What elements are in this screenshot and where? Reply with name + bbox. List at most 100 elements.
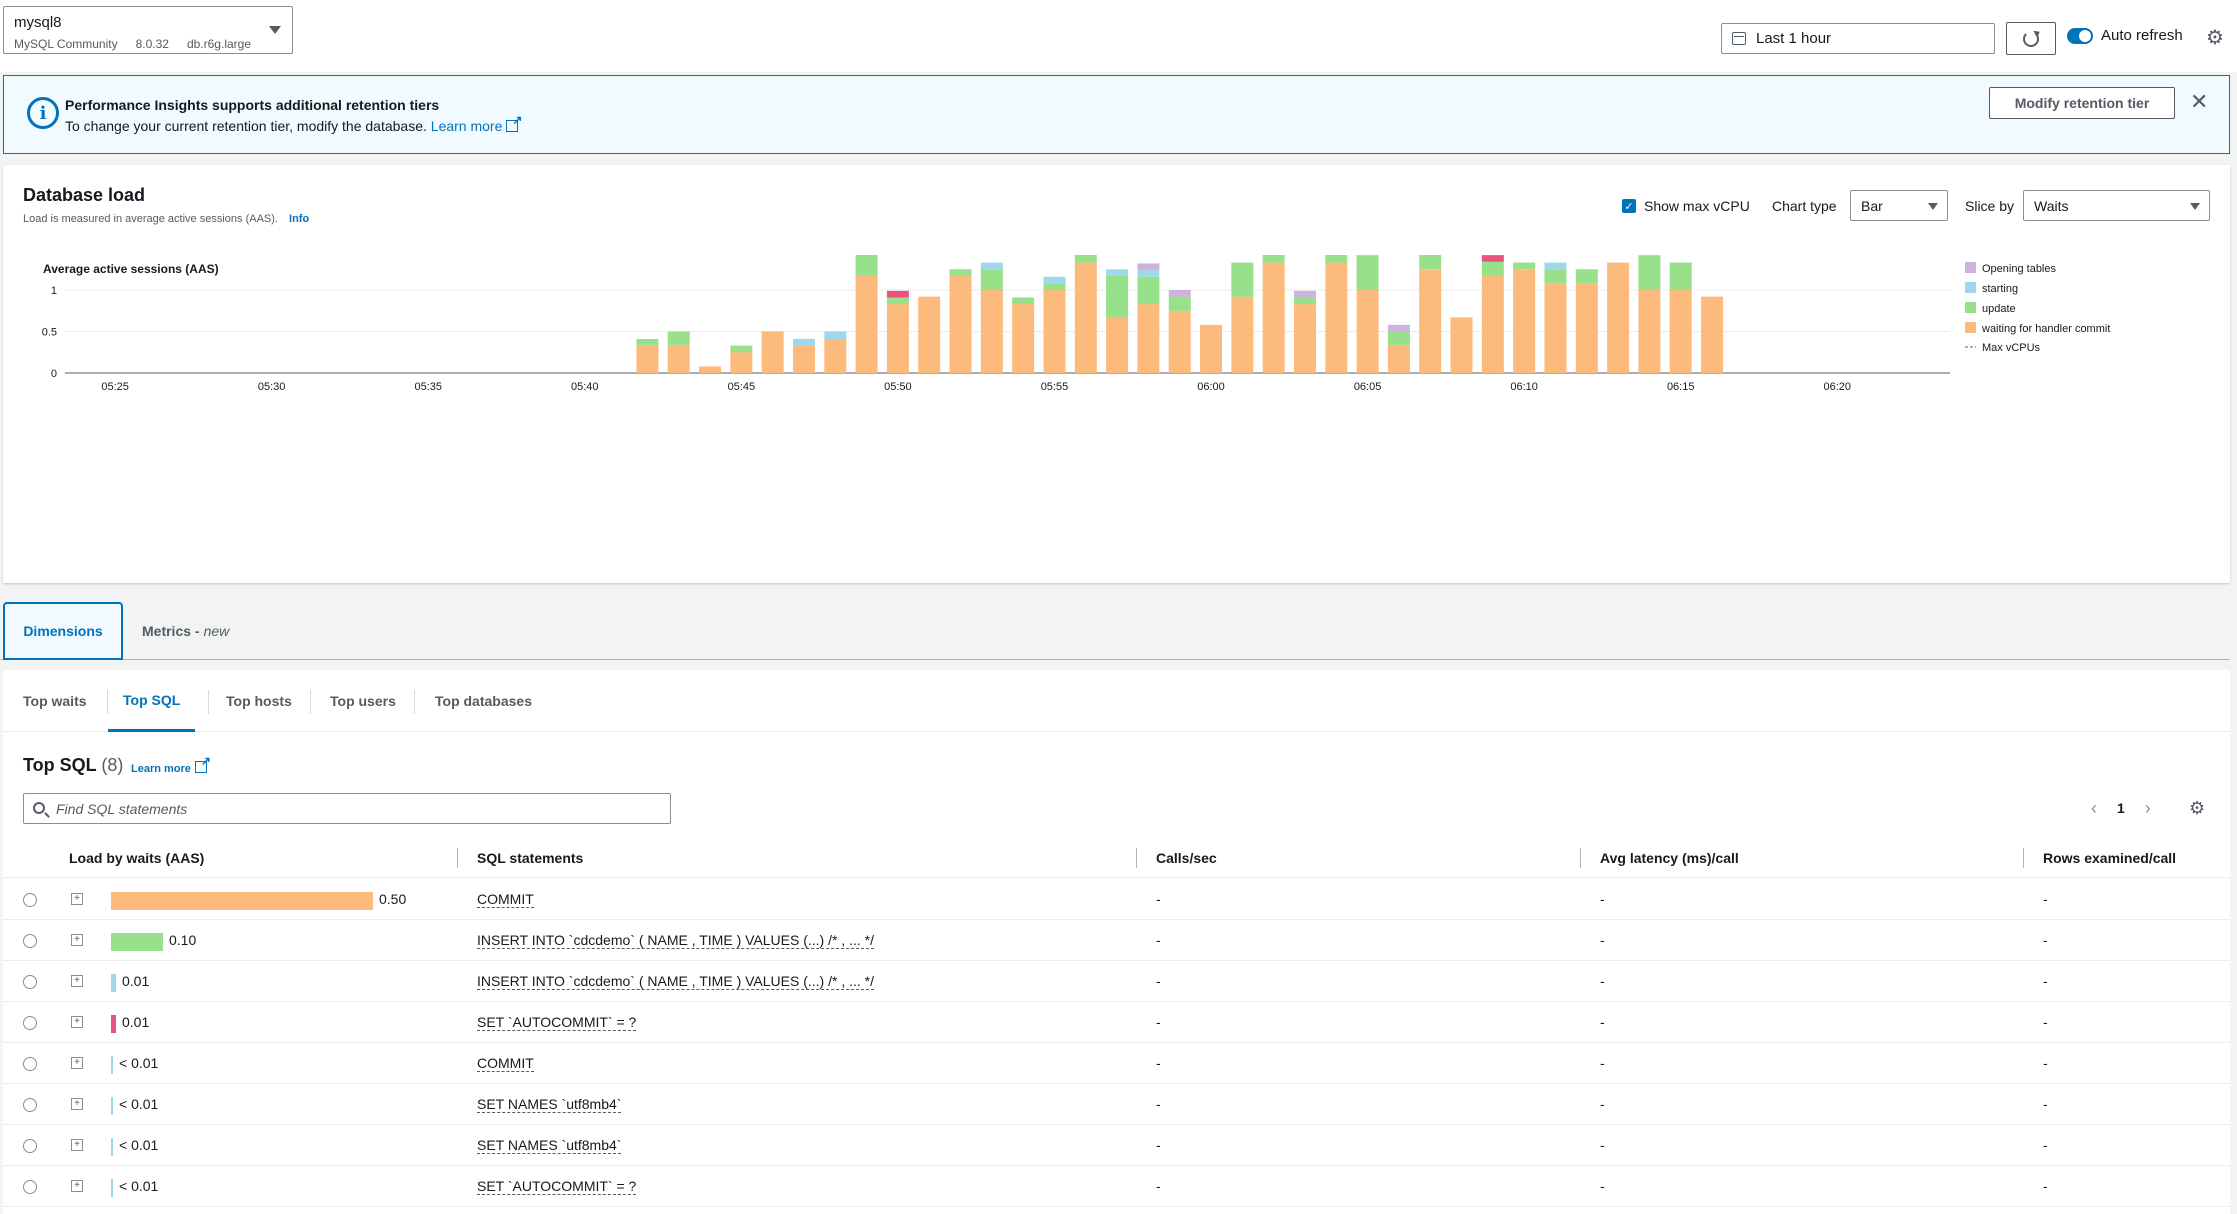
calls-per-sec: - bbox=[1156, 891, 1161, 907]
instance-version: 8.0.32 bbox=[135, 37, 169, 51]
load-bar bbox=[111, 1138, 113, 1156]
bar-segment bbox=[730, 345, 753, 353]
row-radio[interactable] bbox=[23, 1180, 37, 1194]
instance-selector[interactable]: mysql8 MySQL Community 8.0.32 db.r6g.lar… bbox=[3, 6, 293, 54]
column-divider[interactable] bbox=[2023, 848, 2024, 868]
modify-retention-tier-button[interactable]: Modify retention tier bbox=[1989, 87, 2175, 119]
load-bar bbox=[111, 974, 116, 992]
tab-metrics[interactable]: Metrics - new bbox=[142, 602, 229, 660]
chart-type-select[interactable]: Bar bbox=[1850, 190, 1948, 221]
expand-icon[interactable]: + bbox=[71, 1016, 83, 1028]
column-header-calls[interactable]: Calls/sec bbox=[1156, 850, 1217, 866]
bar-segment bbox=[1106, 269, 1129, 276]
expand-icon[interactable]: + bbox=[71, 1057, 83, 1069]
toggle-switch[interactable] bbox=[2067, 27, 2093, 44]
row-radio[interactable] bbox=[23, 1057, 37, 1071]
sql-statement[interactable]: SET NAMES `utf8mb4` bbox=[477, 1096, 622, 1113]
bar-segment bbox=[855, 255, 878, 276]
chevron-left-icon[interactable]: ‹ bbox=[2091, 798, 2097, 818]
banner-title: Performance Insights supports additional… bbox=[65, 97, 440, 113]
refresh-button[interactable] bbox=[2006, 22, 2056, 55]
sql-statement[interactable]: SET `AUTOCOMMIT` = ? bbox=[477, 1178, 637, 1195]
row-radio[interactable] bbox=[23, 893, 37, 907]
instance-engine: MySQL Community bbox=[14, 37, 118, 51]
bar-segment bbox=[1325, 255, 1348, 263]
table-row[interactable]: +0.01 SET `AUTOCOMMIT` = ? - - - bbox=[3, 1002, 2230, 1043]
table-row[interactable]: +0.50 COMMIT - - - bbox=[3, 879, 2230, 920]
sql-statement[interactable]: SET NAMES `utf8mb4` bbox=[477, 1137, 622, 1154]
slice-by-select[interactable]: Waits bbox=[2023, 190, 2210, 221]
top-sql-learn-more-link[interactable]: Learn more bbox=[131, 754, 211, 775]
table-row[interactable]: +0.01 INSERT INTO `cdcdemo` ( NAME , TIME… bbox=[3, 961, 2230, 1002]
sql-statement[interactable]: SET `AUTOCOMMIT` = ? bbox=[477, 1014, 637, 1031]
bar-segment bbox=[1231, 262, 1254, 297]
caret-down-icon bbox=[269, 26, 281, 34]
column-divider[interactable] bbox=[457, 848, 458, 868]
y-tick-label: 0 bbox=[51, 368, 57, 380]
legend-swatch bbox=[1965, 302, 1976, 313]
banner-learn-more-link[interactable]: Learn more bbox=[431, 113, 523, 134]
row-radio[interactable] bbox=[23, 1016, 37, 1030]
table-row[interactable]: + < 0.01 COMMIT - - - bbox=[3, 1043, 2230, 1084]
info-link[interactable]: Info bbox=[289, 213, 310, 225]
bar-segment bbox=[1513, 269, 1536, 373]
column-header-load[interactable]: Load by waits (AAS) bbox=[69, 850, 205, 866]
bar-segment bbox=[1043, 276, 1066, 284]
column-header-rows[interactable]: Rows examined/call bbox=[2043, 850, 2177, 866]
expand-icon[interactable]: + bbox=[71, 934, 83, 946]
column-header-latency[interactable]: Avg latency (ms)/call bbox=[1600, 850, 1739, 866]
table-row[interactable]: + < 0.01 SET NAMES `utf8mb4` - - - bbox=[3, 1084, 2230, 1125]
expand-icon[interactable]: + bbox=[71, 975, 83, 987]
bar-segment bbox=[1074, 262, 1097, 373]
bar-segment bbox=[1137, 304, 1160, 373]
column-header-sql[interactable]: SQL statements bbox=[477, 850, 584, 866]
gear-icon[interactable]: ⚙ bbox=[2206, 27, 2224, 49]
table-row[interactable]: +0.10 INSERT INTO `cdcdemo` ( NAME , TIME… bbox=[3, 920, 2230, 961]
time-range-picker[interactable]: Last 1 hour bbox=[1721, 23, 1995, 54]
close-icon[interactable]: ✕ bbox=[2190, 89, 2209, 114]
table-row[interactable]: + < 0.01 SET NAMES `utf8mb4` - - - bbox=[3, 1125, 2230, 1166]
top-sql-panel: Top waits Top SQL Top hosts Top users To… bbox=[3, 670, 2230, 1214]
bar-segment bbox=[1137, 270, 1160, 277]
avg-latency: - bbox=[1600, 1014, 1605, 1030]
expand-icon[interactable]: + bbox=[71, 1180, 83, 1192]
subtab-top-users[interactable]: Top users bbox=[330, 693, 396, 709]
page-number[interactable]: 1 bbox=[2117, 800, 2125, 816]
rows-examined: - bbox=[2043, 891, 2048, 907]
subtab-top-hosts[interactable]: Top hosts bbox=[226, 693, 292, 709]
table-row[interactable]: + < 0.01 SET `AUTOCOMMIT` = ? - - - bbox=[3, 1166, 2230, 1207]
auto-refresh-toggle[interactable]: Auto refresh bbox=[2067, 27, 2183, 44]
subtab-top-sql[interactable]: Top SQL bbox=[108, 670, 196, 732]
learn-more-label: Learn more bbox=[131, 763, 191, 775]
expand-icon[interactable]: + bbox=[71, 1098, 83, 1110]
column-divider[interactable] bbox=[1580, 848, 1581, 868]
row-radio[interactable] bbox=[23, 1098, 37, 1112]
sql-statement[interactable]: INSERT INTO `cdcdemo` ( NAME , TIME ) VA… bbox=[477, 932, 875, 949]
show-max-vcpu-checkbox[interactable]: ✓ Show max vCPU bbox=[1622, 198, 1750, 214]
sql-statement[interactable]: INSERT INTO `cdcdemo` ( NAME , TIME ) VA… bbox=[477, 973, 875, 990]
row-radio[interactable] bbox=[23, 975, 37, 989]
chevron-right-icon[interactable]: › bbox=[2144, 798, 2151, 818]
expand-icon[interactable]: + bbox=[71, 893, 83, 905]
row-radio[interactable] bbox=[23, 1139, 37, 1153]
column-divider[interactable] bbox=[1136, 848, 1137, 868]
rows-examined: - bbox=[2043, 1014, 2048, 1030]
sql-statement[interactable]: COMMIT bbox=[477, 891, 534, 908]
top-sql-heading: Top SQL bbox=[23, 755, 97, 775]
subtab-top-databases[interactable]: Top databases bbox=[435, 693, 532, 709]
time-range-label: Last 1 hour bbox=[1756, 30, 1832, 47]
tab-dimensions[interactable]: Dimensions bbox=[3, 602, 123, 660]
checkbox-checked-icon[interactable]: ✓ bbox=[1622, 199, 1636, 213]
info-icon: i bbox=[27, 97, 59, 129]
info-banner: i Performance Insights supports addition… bbox=[3, 75, 2230, 154]
sql-search-input[interactable]: Find SQL statements bbox=[23, 793, 671, 824]
bar-segment bbox=[1168, 296, 1191, 311]
gear-icon[interactable]: ⚙ bbox=[2189, 798, 2206, 818]
load-value: < 0.01 bbox=[119, 1096, 159, 1112]
subtab-top-waits[interactable]: Top waits bbox=[23, 693, 87, 709]
row-radio[interactable] bbox=[23, 934, 37, 948]
bar-segment bbox=[824, 331, 847, 339]
expand-icon[interactable]: + bbox=[71, 1139, 83, 1151]
bar-segment bbox=[1544, 269, 1567, 284]
sql-statement[interactable]: COMMIT bbox=[477, 1055, 534, 1072]
